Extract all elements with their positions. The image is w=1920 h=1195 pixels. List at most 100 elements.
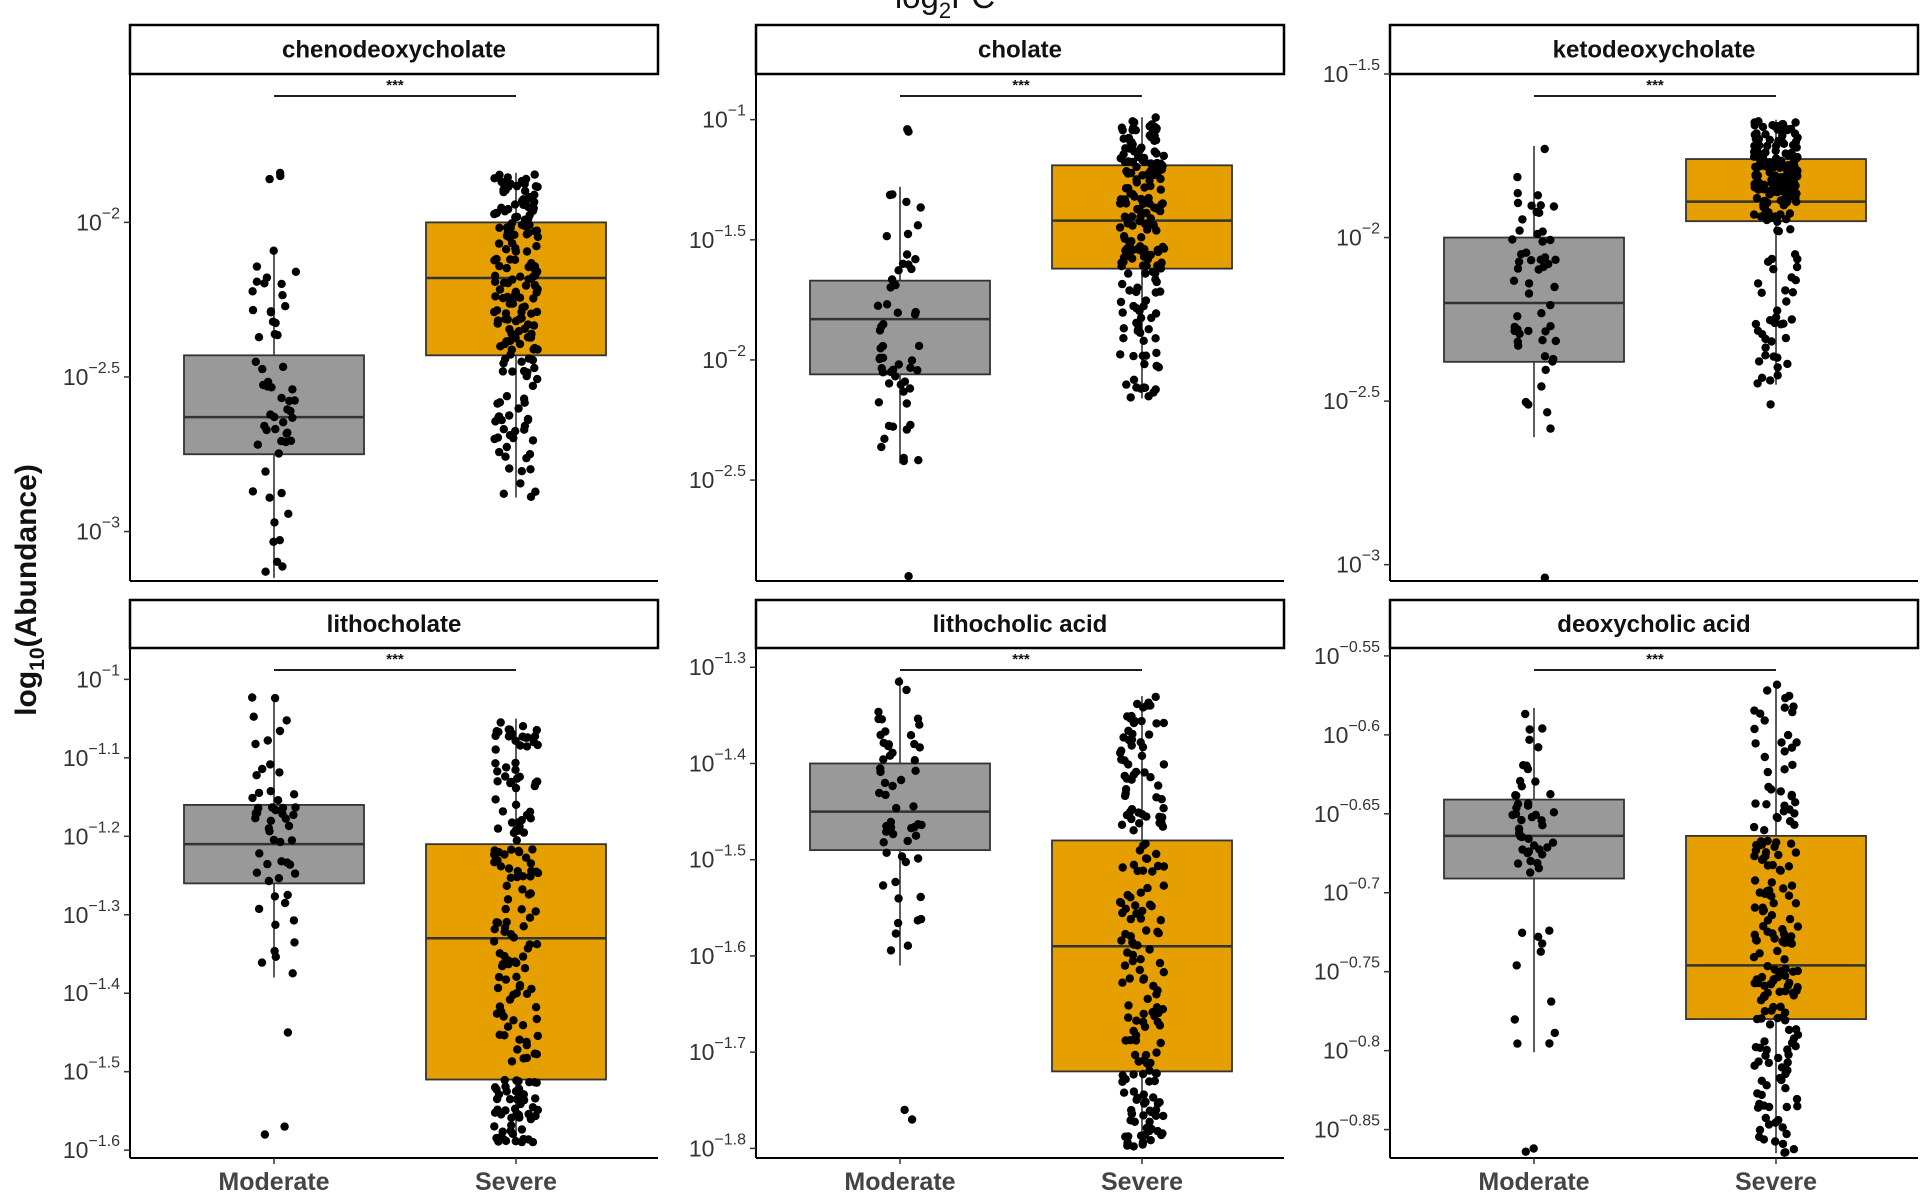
data-point	[516, 272, 525, 281]
data-point	[1151, 288, 1161, 297]
data-point	[1132, 1095, 1141, 1105]
outlier-point	[260, 1130, 270, 1139]
data-point	[1118, 308, 1127, 317]
data-point	[1159, 968, 1169, 977]
data-point	[1131, 1031, 1141, 1040]
data-point	[1151, 113, 1160, 122]
data-point	[909, 802, 918, 811]
data-point	[1117, 936, 1126, 945]
figure-title: log2FC	[895, 0, 995, 23]
data-point	[1157, 258, 1166, 267]
data-point	[1770, 965, 1780, 974]
data-point	[1133, 866, 1142, 876]
data-point	[1136, 888, 1146, 897]
data-point	[1145, 131, 1155, 140]
data-point	[1156, 916, 1166, 925]
outlier-point	[1529, 1144, 1538, 1153]
strip-label: chenodeoxycholate	[282, 37, 506, 64]
data-point	[1517, 928, 1527, 937]
data-point	[510, 200, 520, 209]
data-point	[1132, 175, 1141, 184]
panel-ketodeoxycholate: ketodeoxycholate10−1.510−210−2.510−3***M…	[1323, 23, 1920, 582]
outlier-point	[1521, 1147, 1531, 1156]
y-tick-label: 10−3	[76, 515, 120, 545]
data-point	[1546, 235, 1555, 245]
data-point	[891, 372, 900, 381]
data-point	[1781, 286, 1790, 295]
data-point	[1784, 862, 1794, 871]
data-point	[1763, 861, 1773, 870]
data-point	[1152, 849, 1161, 859]
data-point	[1763, 257, 1773, 266]
data-point	[500, 927, 509, 936]
data-point	[1781, 1148, 1790, 1157]
data-point	[507, 1057, 517, 1066]
data-point	[1788, 967, 1798, 976]
data-point	[495, 1030, 504, 1040]
data-point	[896, 775, 906, 785]
data-point	[511, 800, 521, 809]
data-point	[1150, 170, 1159, 180]
data-point	[898, 259, 908, 268]
data-point	[1776, 787, 1786, 796]
data-point	[272, 557, 282, 566]
data-point	[1513, 312, 1522, 321]
data-point	[1159, 244, 1169, 253]
data-point	[877, 442, 886, 452]
data-point	[1543, 408, 1552, 417]
data-point	[906, 363, 915, 372]
data-point	[1788, 288, 1798, 297]
data-point	[493, 1105, 502, 1114]
data-point	[1779, 807, 1789, 816]
data-point	[882, 232, 891, 241]
data-point	[1755, 141, 1764, 150]
data-point	[1118, 978, 1127, 987]
data-point	[1521, 397, 1531, 407]
data-point	[1777, 135, 1786, 144]
data-point	[878, 341, 888, 351]
data-point	[493, 983, 503, 993]
data-point	[514, 404, 523, 413]
data-point	[1123, 890, 1132, 900]
data-point	[1159, 881, 1169, 890]
data-point	[1750, 876, 1760, 885]
data-point	[493, 777, 502, 786]
data-point	[248, 305, 258, 315]
data-point	[894, 677, 904, 686]
data-point	[1782, 1102, 1792, 1112]
data-point	[499, 187, 508, 197]
data-point	[505, 411, 514, 420]
data-point	[1781, 1084, 1790, 1093]
data-point	[1146, 159, 1156, 168]
data-point	[518, 885, 527, 894]
data-point	[287, 836, 297, 845]
data-point	[1146, 773, 1155, 782]
data-point	[1129, 826, 1138, 835]
data-point	[491, 759, 500, 768]
data-point	[532, 940, 542, 949]
strip-label: cholate	[978, 37, 1062, 64]
data-point	[274, 874, 284, 883]
data-point	[494, 239, 504, 248]
data-point	[1782, 1129, 1791, 1139]
data-point	[1769, 899, 1778, 908]
data-point	[506, 778, 515, 788]
data-point	[1760, 196, 1769, 206]
data-point	[1134, 808, 1143, 817]
data-point	[500, 1075, 509, 1085]
outlier-point	[907, 1115, 917, 1124]
data-point	[1151, 334, 1160, 343]
data-point	[879, 755, 888, 764]
data-point	[873, 301, 883, 310]
data-point	[1117, 262, 1126, 271]
data-point	[1117, 820, 1127, 829]
panels-group: chenodeoxycholate 10−2 10−2.5 10−3 *** Modera…	[63, 23, 1920, 1195]
data-point	[502, 231, 512, 241]
data-point	[505, 725, 515, 734]
data-point	[1534, 743, 1543, 752]
outlier-point	[904, 572, 913, 581]
data-point	[513, 1045, 522, 1054]
data-point	[1792, 262, 1802, 272]
data-point	[899, 456, 908, 466]
y-tick-label: 10−1.6	[689, 939, 746, 969]
